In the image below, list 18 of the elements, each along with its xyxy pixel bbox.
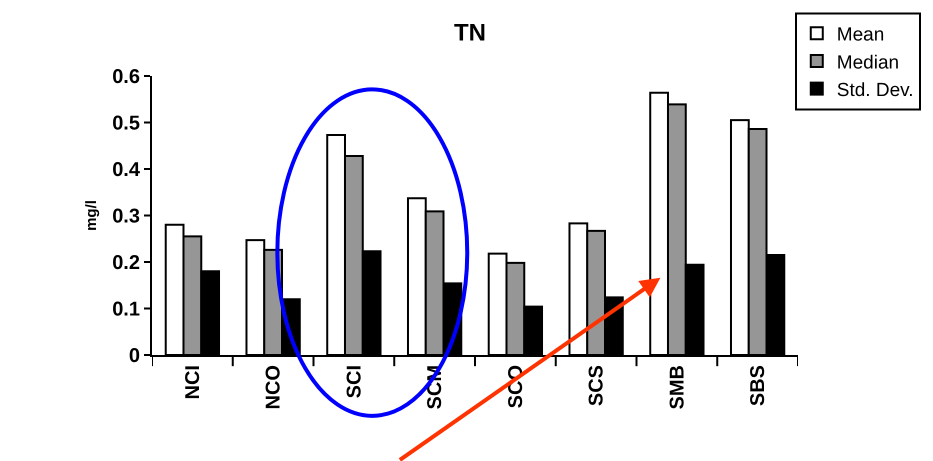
x-tick-label: NCI — [182, 365, 204, 400]
legend-label: Mean — [836, 24, 884, 46]
x-tick-label: SCI — [343, 365, 366, 398]
legend-label: Median — [836, 52, 900, 74]
y-tick-label: 0.3 — [112, 206, 140, 228]
y-tick-label: 0.1 — [112, 298, 140, 320]
y-tick-label: 0.6 — [112, 66, 140, 88]
legend-label: Std. Dev. — [836, 80, 914, 102]
y-axis-title: mg/l — [82, 200, 100, 231]
x-tick-label: NCO — [262, 365, 285, 410]
y-tick-label: 0 — [128, 345, 140, 367]
x-tick-label: SMB — [666, 365, 688, 410]
y-tick-label: 0.5 — [112, 112, 140, 134]
x-tick-label: SCS — [586, 365, 608, 406]
x-tick-label: SBS — [747, 365, 770, 406]
y-tick-label: 0.2 — [112, 252, 140, 274]
y-tick-label: 0.4 — [112, 159, 141, 181]
chart-title: TN — [454, 19, 486, 46]
